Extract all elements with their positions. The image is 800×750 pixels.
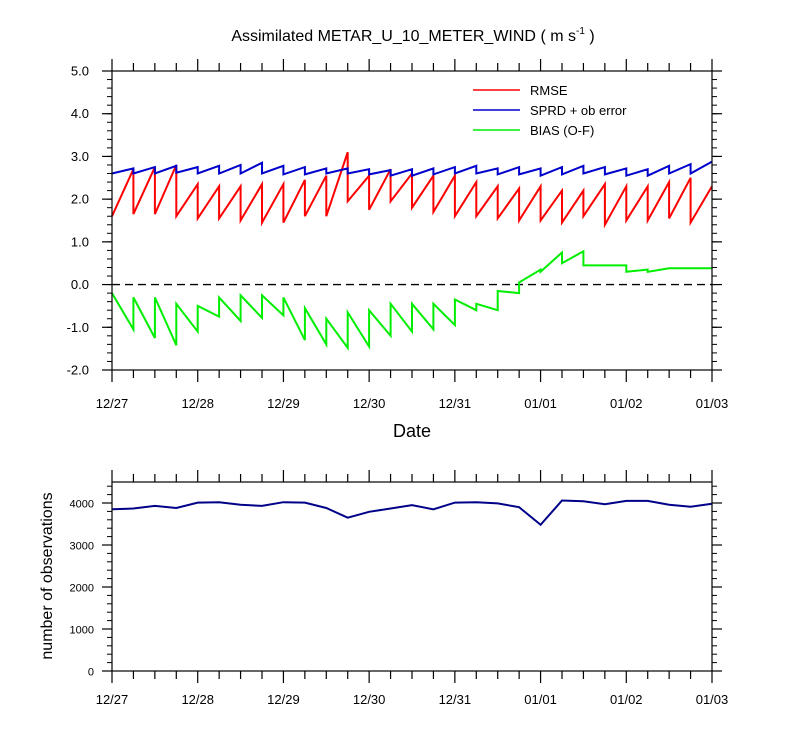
top-ticks-group [102,59,722,382]
x-tick-label: 12/28 [181,396,214,411]
x-tick-label: 12/29 [267,692,300,707]
top-plot: -2.0-1.00.01.02.03.04.05.0 12/27 12/28 12/… [67,59,729,441]
y-tick-label: -2.0 [67,363,89,378]
bottom-plot-frame [111,481,713,672]
y-tick-label: -1.0 [67,320,89,335]
x-tick-label: 01/01 [524,396,557,411]
x-tick-label: 12/30 [353,396,386,411]
y-tick-label: 0 [88,667,94,679]
y-tick-label: 1000 [70,625,94,637]
top-x-tick-labels: 12/27 12/28 12/29 12/30 12/31 01/01 01/02 01/03 [96,396,729,411]
x-tick-label: 12/29 [267,396,300,411]
series-line-0 [111,151,713,229]
bottom-x-tick-labels: 12/27 12/28 12/29 12/30 12/31 01/01 01/02 01/03 [96,692,729,707]
series-line-1 [111,160,713,178]
bottom-y-tick-labels: 0 1000 2000 3000 4000 [70,499,94,679]
x-tick-label: 01/03 [696,692,729,707]
y-tick-label: 3.0 [71,149,89,164]
y-tick-label: 3000 [70,541,94,553]
chart-title: Assimilated METAR_U_10_METER_WIND ( m s-… [231,26,594,45]
top-y-tick-labels: -2.0 -1.0 0.0 1.0 2.0 3.0 4.0 5.0 [67,64,89,378]
x-tick-label: 01/03 [696,396,729,411]
legend-label-rmse: RMSE [530,83,568,98]
y-tick-label: 1.0 [71,234,89,249]
top-series-group [111,151,713,351]
x-axis-title: Date [393,421,431,441]
y-tick-label: 2000 [70,583,94,595]
y-tick-label: 0.0 [71,277,89,292]
x-tick-label: 12/31 [439,692,472,707]
x-tick-label: 12/28 [181,692,214,707]
legend-label-bias: BIAS (O-F) [530,123,594,138]
y-tick-label: 4.0 [71,106,89,121]
series-line-2 [111,249,712,351]
y-axis-title-observations: number of observations [39,492,56,659]
x-tick-label: 01/02 [610,396,643,411]
y-tick-label: 5.0 [71,64,89,79]
x-tick-label: 12/27 [96,692,129,707]
bottom-series-group [111,499,713,527]
y-tick-label: 2.0 [71,192,89,207]
x-tick-label: 12/31 [439,396,472,411]
x-tick-label: 01/01 [524,692,557,707]
legend-label-sprd: SPRD + ob error [530,103,627,118]
bottom-ticks-group [102,470,722,683]
y-tick-label: 4000 [70,499,94,511]
x-tick-label: 01/02 [610,692,643,707]
x-tick-label: 12/27 [96,396,129,411]
series-line-0 [111,499,713,527]
legend: RMSE SPRD + ob error BIAS (O-F) [473,83,627,138]
x-tick-label: 12/30 [353,692,386,707]
